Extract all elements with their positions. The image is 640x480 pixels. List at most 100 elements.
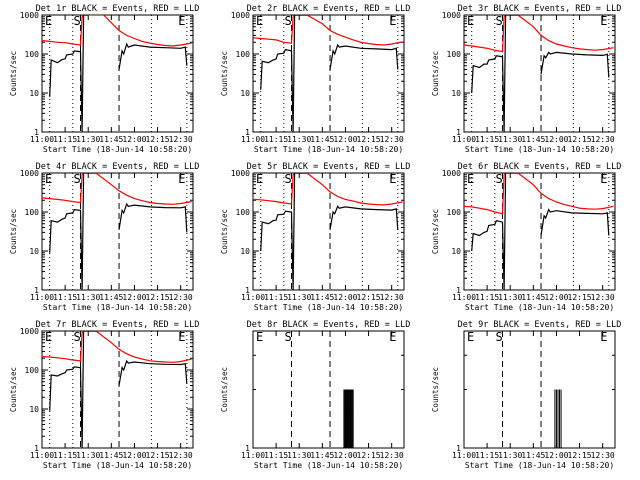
plot-title: Det 4r BLACK = Events, RED = LLD [36, 162, 200, 172]
y-tick-label: 100 [25, 50, 40, 59]
event-start-marker: E [467, 330, 474, 344]
x-tick-label: 11:15 [475, 135, 499, 144]
x-tick-label: 11:15 [475, 451, 499, 460]
lld-rate-line [42, 173, 192, 205]
x-tick-label: 11:15 [53, 293, 77, 302]
plot-frame [463, 14, 616, 133]
y-tick-label: 10 [29, 247, 39, 256]
x-tick-label: 12:30 [169, 135, 193, 144]
x-tick-label: 12:00 [122, 293, 146, 302]
plot-data-area [343, 389, 354, 448]
event-start-marker: E [45, 172, 52, 186]
y-axis-label: Counts/sec [9, 367, 18, 412]
plot-data-area [253, 173, 403, 290]
x-tick-label: 12:15 [357, 293, 381, 302]
x-tick-label: 12:30 [591, 451, 615, 460]
y-tick-label: 1 [456, 286, 461, 295]
events-rate-line [49, 173, 188, 290]
x-tick-label: 11:00 [30, 135, 54, 144]
y-tick-label: 10 [29, 405, 39, 414]
plot-data-area [42, 173, 192, 290]
plot-title: Det 7r BLACK = Events, RED = LLD [36, 320, 200, 330]
x-tick-label: 11:00 [241, 293, 265, 302]
plot-frame [252, 330, 405, 449]
x-tick-label: 11:15 [53, 451, 77, 460]
plot-title: Det 8r BLACK = Events, RED = LLD [247, 320, 411, 330]
event-start-marker: E [45, 14, 52, 28]
x-tick-label: 12:15 [146, 293, 170, 302]
x-tick-label: 11:00 [30, 293, 54, 302]
saa-marker: S [496, 172, 503, 186]
plot-frame [252, 14, 405, 133]
event-end-marker: E [389, 330, 396, 344]
lld-rate-line [253, 15, 403, 46]
y-tick-label: 1 [245, 128, 250, 137]
x-tick-label: 12:30 [380, 135, 404, 144]
x-tick-label: 11:45 [521, 135, 545, 144]
x-tick-label: 11:00 [452, 135, 476, 144]
y-tick-label: 10 [451, 247, 461, 256]
event-start-marker: E [467, 14, 474, 28]
x-tick-label: 12:30 [591, 293, 615, 302]
x-tick-label: 12:15 [568, 293, 592, 302]
plot-data-area [42, 331, 192, 448]
x-tick-label: 11:00 [452, 451, 476, 460]
events-rate-line [49, 15, 188, 132]
plot-frame [41, 330, 194, 449]
x-tick-label: 11:30 [287, 135, 311, 144]
x-axis-label: Start Time (18-Jun-14 10:58:20) [465, 303, 614, 312]
y-tick-label: 1 [245, 286, 250, 295]
y-tick-label: 1 [34, 286, 39, 295]
x-axis-label: Start Time (18-Jun-14 10:58:20) [465, 461, 614, 470]
y-tick-label: 1 [34, 128, 39, 137]
events-rate-line [260, 15, 399, 132]
y-tick-label: 1 [456, 444, 461, 453]
event-start-marker: E [256, 172, 263, 186]
event-start-marker: E [45, 330, 52, 344]
x-tick-label: 11:45 [99, 135, 123, 144]
x-tick-label: 11:30 [76, 451, 100, 460]
saa-marker: S [285, 330, 292, 344]
x-tick-label: 11:15 [475, 293, 499, 302]
saa-marker: S [74, 330, 81, 344]
y-tick-label: 1000 [20, 11, 39, 20]
y-tick-label: 100 [447, 208, 462, 217]
plot-frame [463, 172, 616, 291]
x-tick-label: 11:45 [310, 293, 334, 302]
x-axis-label: Start Time (18-Jun-14 10:58:20) [254, 461, 403, 470]
y-axis-label: Counts/sec [431, 209, 440, 254]
detector-plot-3: Det 3r BLACK = Events, RED = LLD 1 10 100 10… [431, 4, 621, 154]
y-tick-label: 100 [25, 208, 40, 217]
y-axis-label: Counts/sec [431, 367, 440, 412]
y-tick-label: 1000 [442, 169, 461, 178]
event-end-marker: E [600, 14, 607, 28]
x-axis-label: Start Time (18-Jun-14 10:58:20) [254, 303, 403, 312]
saa-marker: S [74, 14, 81, 28]
x-tick-label: 12:15 [357, 135, 381, 144]
x-tick-label: 11:15 [264, 293, 288, 302]
plot-title: Det 1r BLACK = Events, RED = LLD [36, 4, 200, 14]
event-start-marker: E [256, 330, 263, 344]
x-tick-label: 11:15 [264, 135, 288, 144]
y-tick-label: 100 [447, 50, 462, 59]
plot-frame [252, 172, 405, 291]
plot-title: Det 6r BLACK = Events, RED = LLD [458, 162, 622, 172]
y-tick-label: 1000 [20, 169, 39, 178]
x-tick-label: 11:45 [521, 451, 545, 460]
detector-plot-4: Det 4r BLACK = Events, RED = LLD 1 10 100 10… [9, 162, 199, 312]
x-tick-label: 11:00 [452, 293, 476, 302]
plot-data-area [464, 173, 614, 290]
saa-marker: S [285, 172, 292, 186]
plot-frame [41, 172, 194, 291]
x-tick-label: 12:15 [357, 451, 381, 460]
plot-data-area [464, 15, 614, 132]
x-tick-label: 12:30 [169, 293, 193, 302]
plot-title: Det 2r BLACK = Events, RED = LLD [247, 4, 411, 14]
lld-rate-line [42, 331, 192, 363]
y-tick-label: 100 [236, 50, 251, 59]
x-tick-label: 11:00 [241, 135, 265, 144]
plot-frame [463, 330, 616, 449]
